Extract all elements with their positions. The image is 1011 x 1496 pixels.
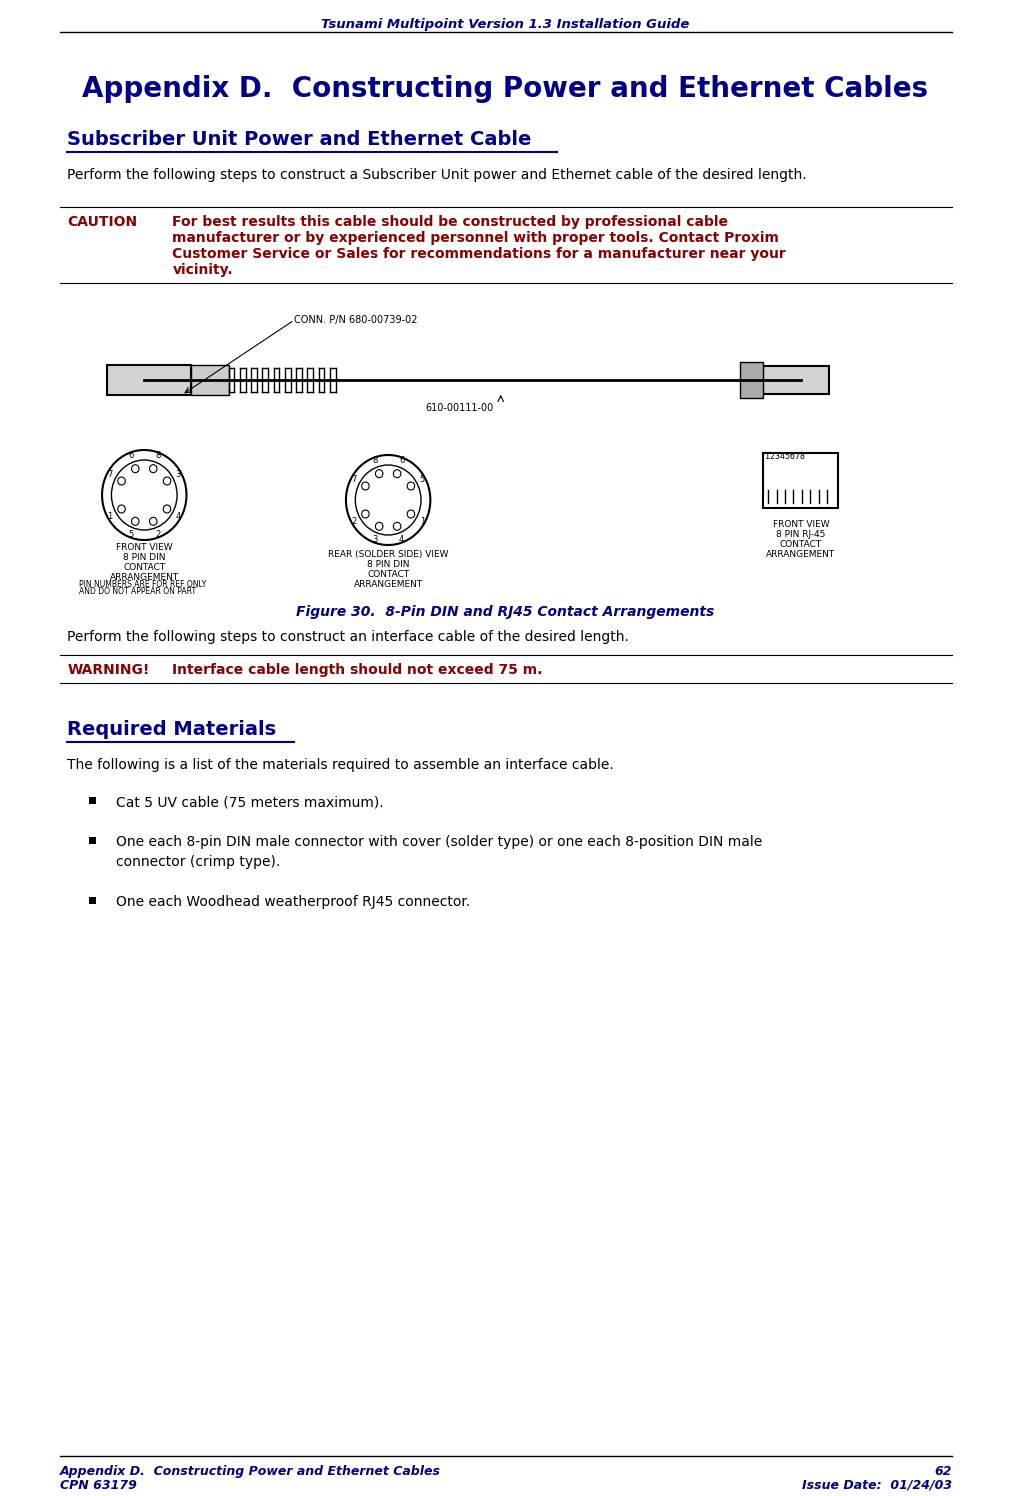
Text: 5: 5 [128,530,133,539]
Bar [763,367,829,393]
Text: CONTACT: CONTACT [779,540,822,549]
Circle shape [131,465,140,473]
Text: 3: 3 [176,470,181,479]
Circle shape [375,470,383,477]
Bar [107,365,191,395]
Bar [89,796,96,803]
Text: For best results this cable should be constructed by professional cable: For best results this cable should be co… [173,215,728,229]
Bar [89,896,96,904]
Circle shape [355,465,421,536]
Text: manufacturer or by experienced personnel with proper tools. Contact Proxim: manufacturer or by experienced personnel… [173,230,779,245]
Text: ARRANGEMENT: ARRANGEMENT [109,573,179,582]
Text: Cat 5 UV cable (75 meters maximum).: Cat 5 UV cable (75 meters maximum). [116,794,384,809]
Text: 8 PIN DIN: 8 PIN DIN [123,554,166,562]
Text: Tsunami Multipoint Version 1.3 Installation Guide: Tsunami Multipoint Version 1.3 Installat… [321,18,690,31]
Text: 3: 3 [372,536,377,545]
Text: 6: 6 [399,456,404,465]
Circle shape [163,477,171,485]
Text: 62: 62 [934,1465,952,1478]
Text: 8 PIN RJ-45: 8 PIN RJ-45 [776,530,826,539]
Bar [191,365,228,395]
Bar [89,836,96,844]
Circle shape [111,459,177,530]
Text: connector (crimp type).: connector (crimp type). [116,856,280,869]
Text: Figure 30.  8-Pin DIN and RJ45 Contact Arrangements: Figure 30. 8-Pin DIN and RJ45 Contact Ar… [296,604,715,619]
Text: REAR (SOLDER SIDE) VIEW: REAR (SOLDER SIDE) VIEW [328,551,449,560]
Text: ARRANGEMENT: ARRANGEMENT [766,551,835,560]
Circle shape [362,510,369,518]
Text: vicinity.: vicinity. [173,263,233,277]
Text: Subscriber Unit Power and Ethernet Cable: Subscriber Unit Power and Ethernet Cable [68,130,532,150]
Circle shape [362,482,369,491]
Circle shape [150,518,157,525]
Circle shape [375,522,383,530]
Text: 610-00111-00: 610-00111-00 [426,402,494,413]
Circle shape [407,482,415,491]
Text: 4: 4 [176,512,181,521]
Text: 5: 5 [420,474,425,483]
Text: Perform the following steps to construct a Subscriber Unit power and Ethernet ca: Perform the following steps to construct… [68,168,807,183]
Text: CPN 63179: CPN 63179 [60,1480,136,1492]
Text: FRONT VIEW: FRONT VIEW [772,521,829,530]
Text: 8: 8 [372,456,377,465]
Text: Issue Date:  01/24/03: Issue Date: 01/24/03 [802,1480,952,1492]
Text: 2: 2 [155,530,161,539]
Text: 2: 2 [352,516,357,525]
Text: Appendix D.  Constructing Power and Ethernet Cables: Appendix D. Constructing Power and Ether… [60,1465,441,1478]
Text: WARNING!: WARNING! [68,663,150,678]
Text: AND DO NOT APPEAR ON PART: AND DO NOT APPEAR ON PART [79,586,196,595]
Text: 12345678: 12345678 [765,452,806,461]
Circle shape [346,455,431,545]
Circle shape [131,518,140,525]
Circle shape [393,522,401,530]
Text: Required Materials: Required Materials [68,720,276,739]
Text: Interface cable length should not exceed 75 m.: Interface cable length should not exceed… [173,663,543,678]
Text: One each 8-pin DIN male connector with cover (solder type) or one each 8-positio: One each 8-pin DIN male connector with c… [116,835,762,850]
Circle shape [102,450,186,540]
Text: Appendix D.  Constructing Power and Ethernet Cables: Appendix D. Constructing Power and Ether… [82,75,928,103]
Text: 1: 1 [107,512,113,521]
Circle shape [163,506,171,513]
Bar [740,362,763,398]
Text: 4: 4 [399,536,404,545]
Text: FRONT VIEW: FRONT VIEW [116,543,173,552]
Text: The following is a list of the materials required to assemble an interface cable: The following is a list of the materials… [68,758,614,772]
Bar [79,295,932,589]
Text: CONTACT: CONTACT [123,562,166,571]
Text: CAUTION: CAUTION [68,215,137,229]
Text: 7: 7 [107,470,113,479]
Text: CONTACT: CONTACT [367,570,409,579]
Circle shape [117,506,125,513]
Text: One each Woodhead weatherproof RJ45 connector.: One each Woodhead weatherproof RJ45 conn… [116,895,470,910]
Text: 8: 8 [155,450,161,461]
Circle shape [150,465,157,473]
Circle shape [407,510,415,518]
Circle shape [117,477,125,485]
Text: 8 PIN DIN: 8 PIN DIN [367,560,409,568]
Text: Customer Service or Sales for recommendations for a manufacturer near your: Customer Service or Sales for recommenda… [173,247,787,260]
Text: CONN. P/N 680-00739-02: CONN. P/N 680-00739-02 [294,316,418,325]
Text: Perform the following steps to construct an interface cable of the desired lengt: Perform the following steps to construct… [68,630,629,643]
Circle shape [393,470,401,477]
Text: 7: 7 [352,474,357,483]
Text: 6: 6 [128,450,133,461]
Text: 1: 1 [420,516,425,525]
Text: PIN NUMBERS ARE FOR REF ONLY: PIN NUMBERS ARE FOR REF ONLY [79,580,206,589]
Text: ARRANGEMENT: ARRANGEMENT [354,580,423,589]
Bar [763,452,838,507]
